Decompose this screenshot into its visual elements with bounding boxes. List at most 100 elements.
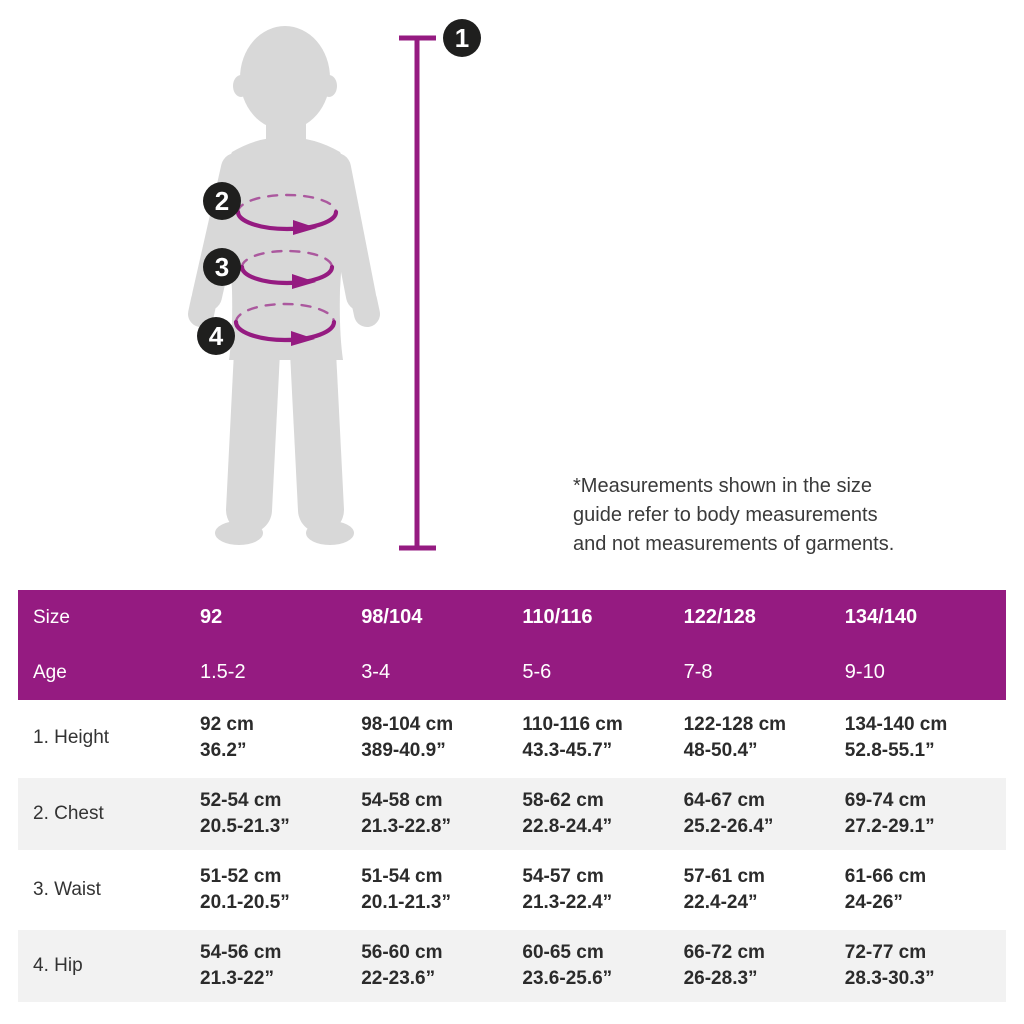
row-label-hip: 4. Hip: [33, 955, 83, 976]
child-silhouette-icon: [188, 26, 380, 545]
inch-value: 43.3-45.7”: [522, 740, 613, 761]
cm-value: 92 cm: [200, 714, 254, 735]
age-col-5: 9-10: [844, 661, 885, 683]
age-header-row: Age 1.5-2 3-4 5-6 7-8 9-10: [18, 645, 1006, 700]
height-cell-2: 98-104 cm 389-40.9”: [361, 712, 522, 764]
size-col-1: 92: [200, 606, 223, 628]
inch-value: 24-26”: [844, 892, 903, 913]
inch-value: 20.5-21.3”: [200, 816, 290, 837]
note-line-1: *Measurements shown in the size: [573, 475, 873, 497]
height-cell-3: 110-116 cm 43.3-45.7”: [522, 712, 683, 764]
table-row-waist: 3. Waist 51-52 cm 20.1-20.5” 51-54 cm 20…: [18, 852, 1006, 928]
inch-value: 23.6-25.6”: [522, 968, 613, 989]
inch-value: 21.3-22.8”: [361, 816, 451, 837]
inch-value: 20.1-21.3”: [361, 892, 451, 913]
hip-arrow-icon: [291, 331, 315, 346]
cm-value: 60-65 cm: [522, 942, 604, 963]
cm-value: 66-72 cm: [683, 942, 765, 963]
hip-cell-5: 72-77 cm 28.3-30.3”: [845, 940, 1006, 992]
marker-1-badge: 1: [443, 19, 481, 57]
age-col-3: 5-6: [522, 661, 552, 683]
inch-value: 27.2-29.1”: [844, 816, 935, 837]
marker-4-badge: 4: [197, 317, 235, 355]
cm-value: 64-67 cm: [683, 790, 765, 811]
age-col-1: 1.5-2: [200, 661, 246, 683]
marker-3-number: 3: [215, 252, 229, 282]
cm-value: 54-56 cm: [200, 942, 282, 963]
waist-cell-1: 51-52 cm 20.1-20.5”: [200, 864, 361, 916]
cm-value: 51-54 cm: [361, 866, 443, 887]
note-line-3: and not measurements of garments.: [573, 533, 895, 555]
hip-cell-1: 54-56 cm 21.3-22”: [200, 940, 361, 992]
size-col-4: 122/128: [683, 606, 756, 628]
marker-4-number: 4: [209, 321, 224, 351]
waist-cell-5: 61-66 cm 24-26”: [845, 864, 1006, 916]
size-header-row: Size 92 98/104 110/116 122/128 134/140: [18, 590, 1006, 645]
table-row-hip: 4. Hip 54-56 cm 21.3-22” 56-60 cm 22-23.…: [18, 928, 1006, 1004]
age-col-2: 3-4: [361, 661, 391, 683]
row-label-chest: 2. Chest: [33, 803, 104, 824]
size-col-2: 98/104: [361, 606, 423, 628]
marker-2-number: 2: [215, 186, 229, 216]
inch-value: 20.1-20.5”: [200, 892, 290, 913]
cm-value: 61-66 cm: [844, 866, 927, 887]
height-measure-line: [399, 35, 436, 551]
marker-2-badge: 2: [203, 182, 241, 220]
inch-value: 389-40.9”: [361, 740, 446, 761]
marker-1-number: 1: [455, 23, 469, 53]
cm-value: 54-57 cm: [522, 866, 604, 887]
inch-value: 26-28.3”: [683, 968, 758, 989]
inch-value: 25.2-26.4”: [683, 816, 774, 837]
cm-value: 52-54 cm: [200, 790, 282, 811]
measurement-diagram: 1 2 3 4: [188, 19, 481, 551]
hip-cell-3: 60-65 cm 23.6-25.6”: [522, 940, 683, 992]
size-col-3: 110/116: [522, 606, 593, 628]
waist-cell-2: 51-54 cm 20.1-21.3”: [361, 864, 522, 916]
cm-value: 54-58 cm: [361, 790, 443, 811]
chest-cell-3: 58-62 cm 22.8-24.4”: [522, 788, 683, 840]
waist-cell-4: 57-61 cm 22.4-24”: [684, 864, 845, 916]
chest-cell-2: 54-58 cm 21.3-22.8”: [361, 788, 522, 840]
hip-cell-2: 56-60 cm 22-23.6”: [361, 940, 522, 992]
height-cell-5: 134-140 cm 52.8-55.1”: [845, 712, 1006, 764]
hip-measure-ellipse: [233, 302, 337, 346]
table-row-height: 1. Height 92 cm 36.2” 98-104 cm 389-40.9…: [18, 700, 1006, 776]
row-label-waist: 3. Waist: [33, 879, 101, 900]
chest-cell-1: 52-54 cm 20.5-21.3”: [200, 788, 361, 840]
cm-value: 69-74 cm: [844, 790, 927, 811]
cm-value: 72-77 cm: [844, 942, 927, 963]
age-col-4: 7-8: [683, 661, 713, 683]
waist-measure-ellipse: [239, 249, 335, 289]
cm-value: 57-61 cm: [683, 866, 765, 887]
waist-cell-3: 54-57 cm 21.3-22.4”: [522, 864, 683, 916]
inch-value: 48-50.4”: [683, 740, 758, 761]
cm-value: 110-116 cm: [522, 714, 623, 735]
size-header-label: Size: [33, 606, 70, 628]
size-table: Size 92 98/104 110/116 122/128 134/140 A…: [18, 590, 1006, 1004]
chest-arrow-icon: [293, 220, 317, 235]
note-line-2: guide refer to body measurements: [573, 504, 878, 526]
row-label-height: 1. Height: [33, 727, 110, 748]
inch-value: 22.4-24”: [683, 892, 758, 913]
cm-value: 134-140 cm: [844, 714, 948, 735]
marker-3-badge: 3: [203, 248, 241, 286]
table-row-chest: 2. Chest 52-54 cm 20.5-21.3” 54-58 cm 21…: [18, 776, 1006, 852]
inch-value: 22.8-24.4”: [522, 816, 613, 837]
inch-value: 21.3-22”: [200, 968, 274, 989]
inch-value: 21.3-22.4”: [522, 892, 613, 913]
inch-value: 28.3-30.3”: [844, 968, 935, 989]
chest-measure-ellipse: [235, 193, 339, 235]
inch-value: 52.8-55.1”: [844, 740, 935, 761]
hip-cell-4: 66-72 cm 26-28.3”: [684, 940, 845, 992]
age-header-label: Age: [33, 661, 67, 683]
height-cell-4: 122-128 cm 48-50.4”: [684, 712, 845, 764]
size-table-header: Size 92 98/104 110/116 122/128 134/140 A…: [18, 590, 1006, 700]
chest-cell-4: 64-67 cm 25.2-26.4”: [684, 788, 845, 840]
inch-value: 36.2”: [200, 740, 247, 761]
cm-value: 56-60 cm: [361, 942, 443, 963]
cm-value: 98-104 cm: [361, 714, 454, 735]
measurement-note: *Measurements shown in the size guide re…: [573, 472, 943, 559]
inch-value: 22-23.6”: [361, 968, 436, 989]
cm-value: 58-62 cm: [522, 790, 604, 811]
